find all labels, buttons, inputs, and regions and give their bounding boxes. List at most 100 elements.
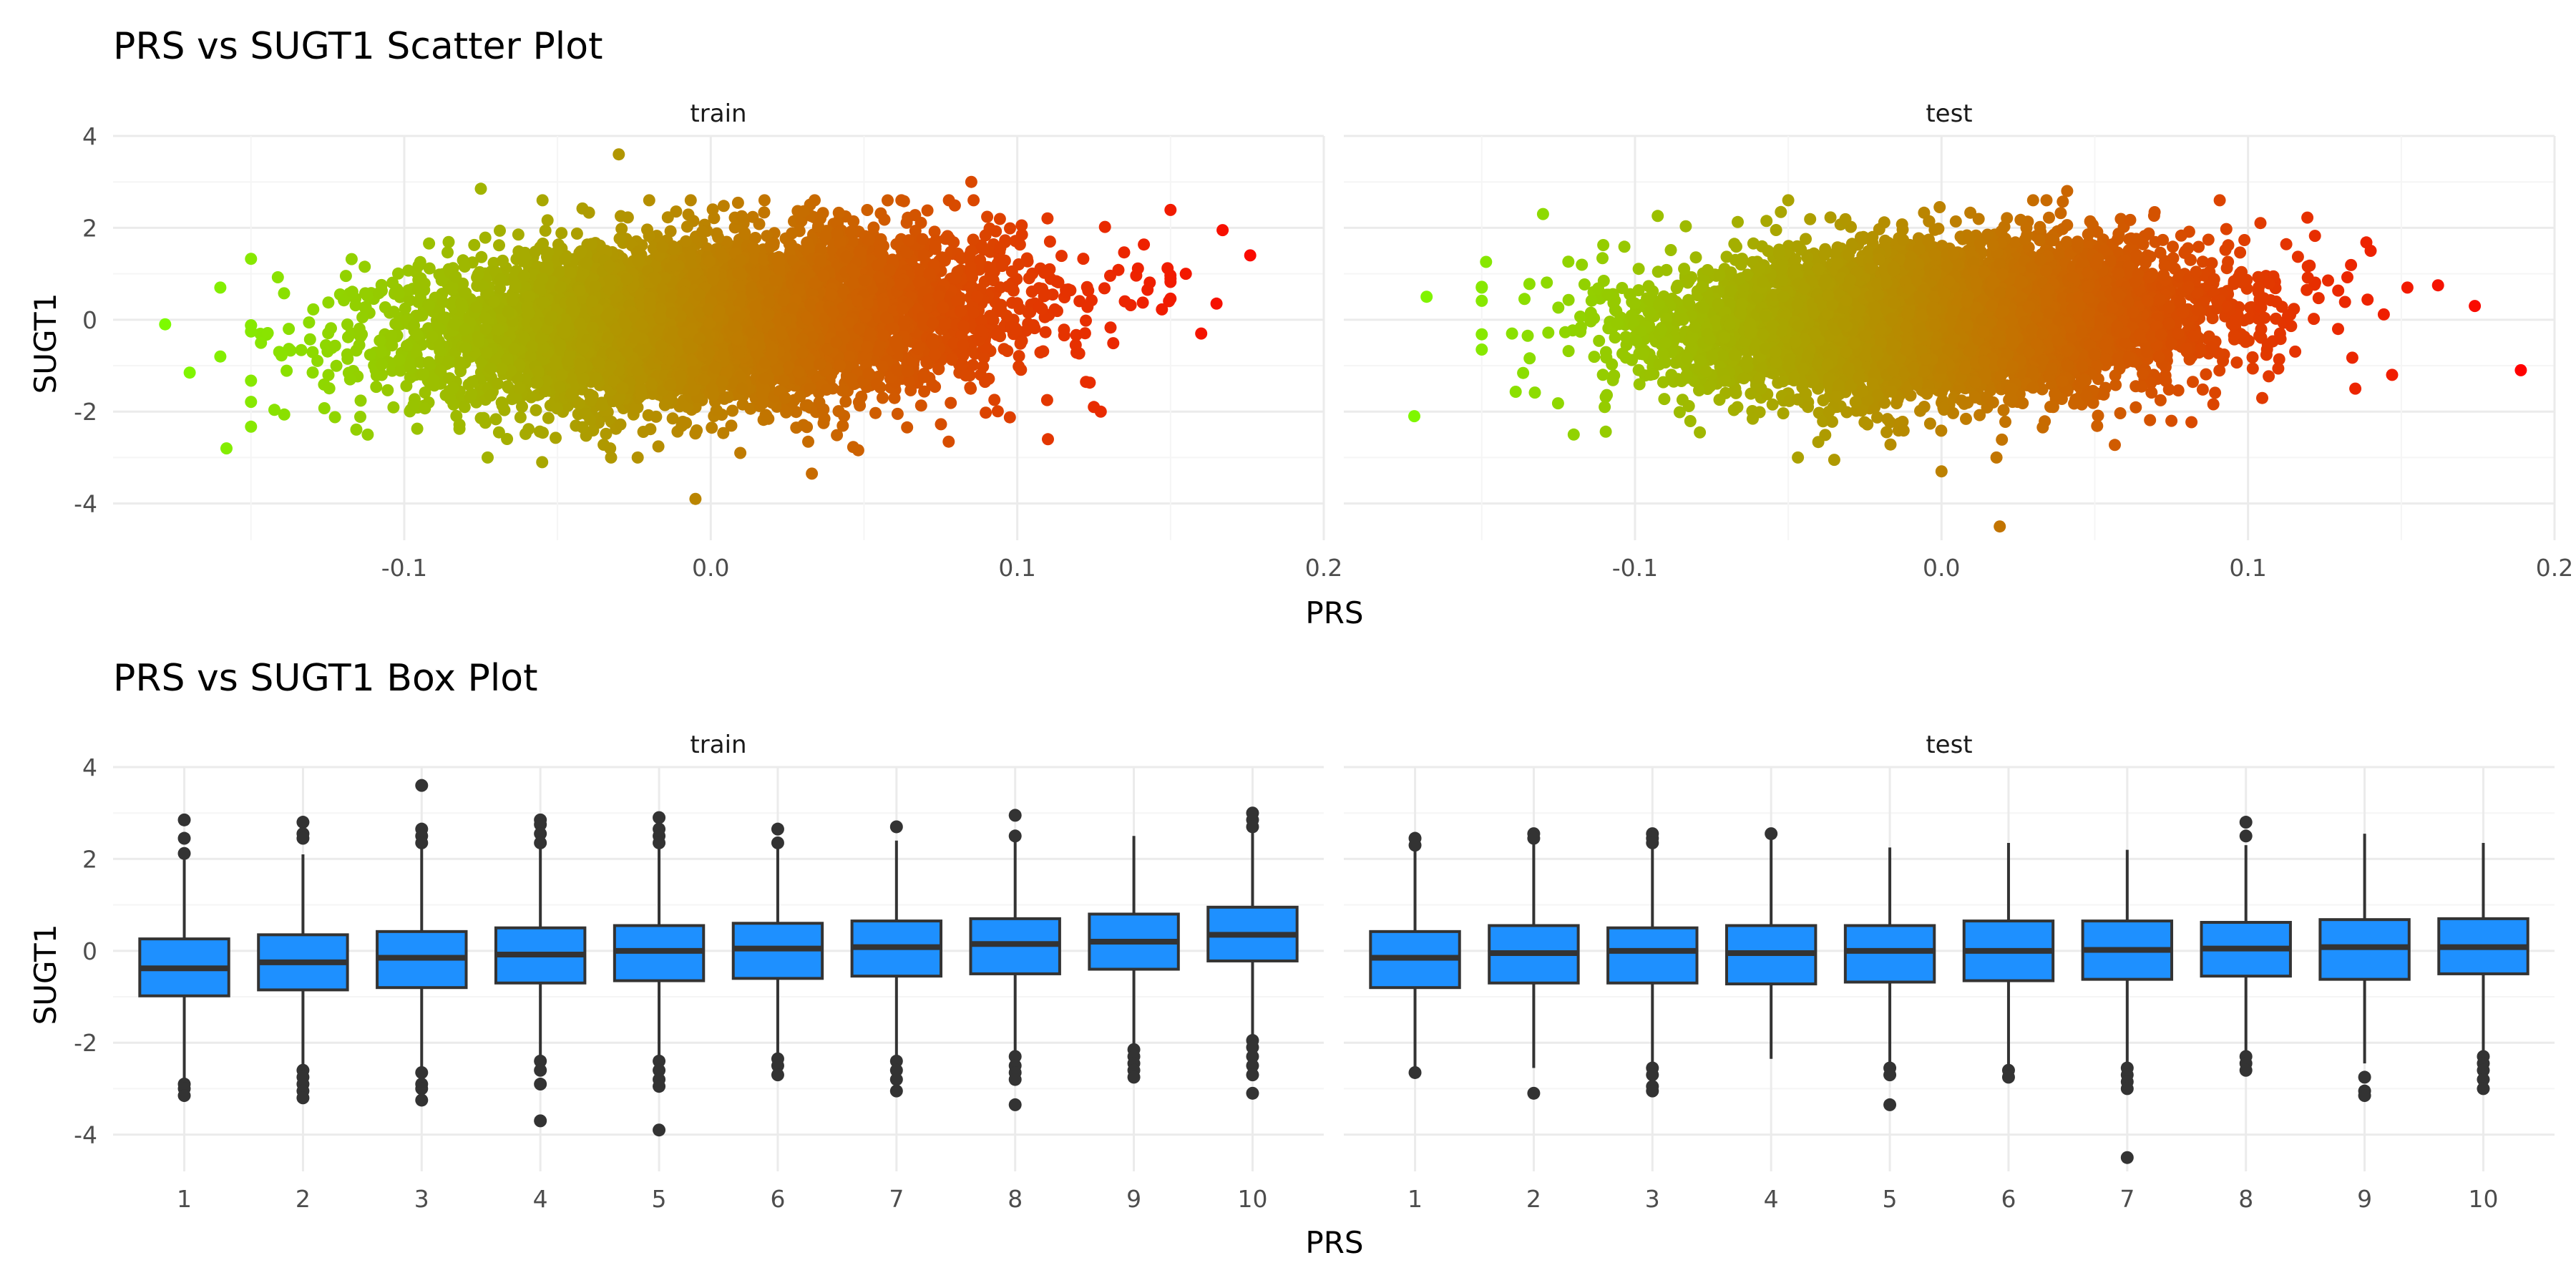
scatter-point (345, 253, 358, 265)
scatter-point (753, 218, 766, 230)
scatter-point (541, 214, 554, 227)
scatter-point (306, 366, 319, 379)
scatter-point (921, 204, 934, 217)
scatter-point (613, 233, 626, 245)
scatter-point (323, 382, 336, 395)
scatter-point (407, 399, 420, 411)
scatter-point (411, 422, 424, 435)
scatter-point (533, 425, 546, 438)
scatter-point (831, 429, 844, 441)
scatter-point (839, 395, 852, 408)
scatter-point (361, 289, 374, 302)
scatter-point (514, 411, 527, 424)
scatter-point (802, 435, 814, 448)
scatter-point (1035, 303, 1048, 315)
scatter-point (322, 296, 335, 309)
scatter-point (914, 399, 927, 412)
scatter-strip-label-train: train (690, 99, 746, 128)
scatter-point (1164, 203, 1177, 216)
scatter-point (948, 199, 961, 212)
scatter-point (479, 231, 492, 244)
scatter-point (530, 404, 542, 416)
scatter-point (493, 239, 505, 252)
scatter-point (758, 194, 771, 207)
scatter-point (832, 206, 845, 219)
scatter-y-tick-label: 4 (82, 122, 97, 150)
scatter-point (684, 194, 697, 207)
scatter-point (354, 411, 366, 423)
scatter-point (542, 411, 555, 424)
scatter-point (1104, 321, 1117, 334)
scatter-y-axis-label: SUGT1 (28, 293, 63, 394)
scatter-point (339, 270, 352, 283)
scatter-point (341, 318, 353, 331)
scatter-point (307, 303, 320, 316)
scatter-point (280, 364, 293, 377)
scatter-point (1107, 337, 1120, 350)
scatter-y-tick-label: 2 (82, 214, 97, 242)
scatter-point (1039, 326, 1052, 338)
scatter-point (245, 253, 258, 265)
scatter-point (343, 373, 356, 386)
scatter-point (717, 426, 730, 439)
scatter-point (1080, 314, 1092, 327)
scatter-points-train (159, 148, 1257, 505)
scatter-point (245, 420, 258, 433)
box-title: PRS vs SUGT1 Box Plot (113, 657, 538, 700)
scatter-point (942, 435, 955, 448)
scatter-point (484, 389, 497, 402)
scatter-point (993, 213, 1006, 225)
box-x-axis-label: PRS (1305, 1225, 1363, 1260)
scatter-point (643, 230, 655, 243)
scatter-point (278, 287, 291, 300)
scatter-point (271, 271, 284, 283)
scatter-point (1118, 295, 1131, 308)
scatter-point (474, 411, 487, 424)
scatter-point (994, 242, 1007, 255)
scatter-point (364, 348, 376, 361)
scatter-point (726, 404, 739, 417)
scatter-x-tick-label: 0.2 (1305, 554, 1342, 582)
scatter-point (867, 221, 880, 234)
scatter-point (706, 421, 718, 434)
scatter-point (1003, 411, 1016, 424)
scatter-point (475, 250, 488, 263)
scatter-point (419, 386, 431, 399)
scatter-point (981, 210, 994, 223)
scatter-point (997, 343, 1010, 356)
scatter-point (330, 359, 343, 372)
scatter-point (354, 394, 367, 407)
scatter-point (836, 419, 849, 432)
scatter-point (847, 215, 860, 228)
scatter-y-tick-label: -2 (74, 398, 97, 426)
scatter-point (836, 384, 849, 397)
scatter-point (442, 235, 455, 248)
scatter-point (990, 225, 1002, 238)
scatter-point (901, 421, 914, 434)
scatter-point (1143, 276, 1156, 289)
scatter-point (245, 325, 258, 338)
scatter-y-tick-label: 0 (82, 306, 97, 334)
scatter-point (255, 336, 268, 349)
scatter-x-tick-label: 0.1 (998, 554, 1035, 582)
scatter-point (555, 227, 568, 240)
scatter-point (283, 323, 296, 336)
scatter-point (453, 419, 466, 431)
scatter-point (370, 381, 383, 394)
scatter-point (832, 405, 845, 418)
scatter-point (631, 451, 644, 464)
scatter-point (245, 374, 258, 387)
scatter-point (1055, 250, 1068, 263)
scatter-point (661, 211, 674, 224)
scatter-point (991, 405, 1004, 418)
scatter-point (725, 419, 738, 432)
scatter-point (1138, 238, 1151, 251)
scatter-x-tick-label: 0.0 (692, 554, 729, 582)
scatter-point (328, 411, 341, 424)
scatter-point (964, 381, 977, 394)
scatter-point (311, 354, 324, 367)
scatter-point (1027, 319, 1040, 331)
scatter-point (897, 195, 910, 208)
